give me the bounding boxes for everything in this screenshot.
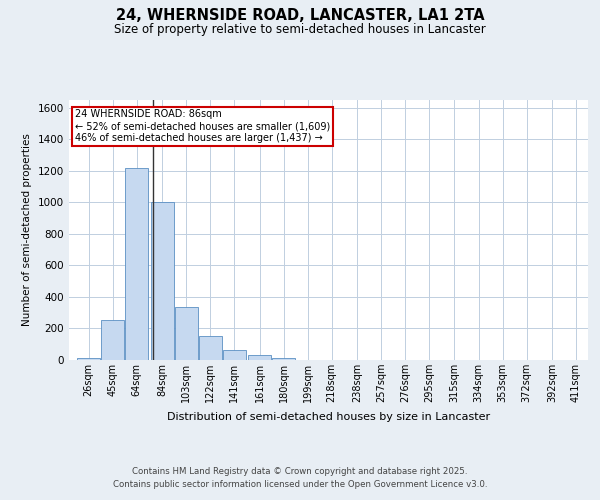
Text: Contains HM Land Registry data © Crown copyright and database right 2025.: Contains HM Land Registry data © Crown c…: [132, 468, 468, 476]
Y-axis label: Number of semi-detached properties: Number of semi-detached properties: [22, 134, 32, 326]
Text: Distribution of semi-detached houses by size in Lancaster: Distribution of semi-detached houses by …: [167, 412, 490, 422]
Text: Size of property relative to semi-detached houses in Lancaster: Size of property relative to semi-detach…: [114, 22, 486, 36]
Bar: [223, 350, 246, 360]
Bar: [272, 358, 295, 360]
Bar: [151, 202, 173, 360]
Bar: [248, 356, 271, 360]
Text: Contains public sector information licensed under the Open Government Licence v3: Contains public sector information licen…: [113, 480, 487, 489]
Bar: [77, 358, 100, 360]
Text: 24, WHERNSIDE ROAD, LANCASTER, LA1 2TA: 24, WHERNSIDE ROAD, LANCASTER, LA1 2TA: [116, 8, 484, 22]
Bar: [199, 336, 221, 360]
Bar: [101, 320, 124, 360]
Text: 24 WHERNSIDE ROAD: 86sqm
← 52% of semi-detached houses are smaller (1,609)
46% o: 24 WHERNSIDE ROAD: 86sqm ← 52% of semi-d…: [76, 110, 331, 142]
Bar: [175, 307, 197, 360]
Bar: [125, 168, 148, 360]
